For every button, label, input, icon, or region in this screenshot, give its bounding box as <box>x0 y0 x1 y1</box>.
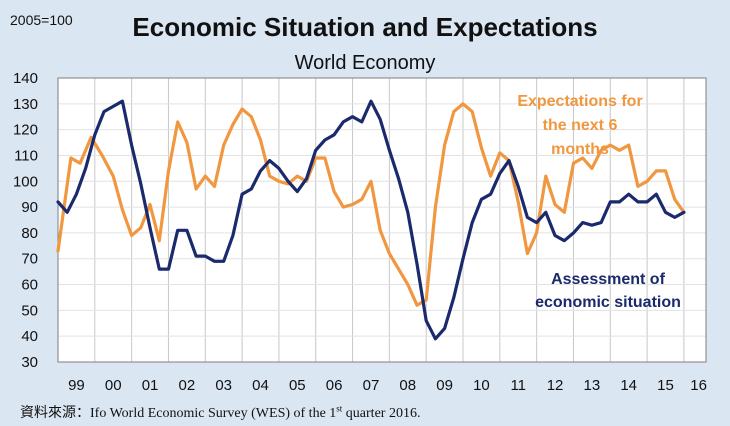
x-tick-label: 01 <box>142 377 159 394</box>
x-tick-label: 12 <box>547 377 564 394</box>
assessment-label-line-1: Assessment of <box>551 271 665 288</box>
base-year-note: 2005=100 <box>10 12 73 28</box>
y-tick-label: 70 <box>21 251 38 268</box>
x-tick-label: 07 <box>363 377 380 394</box>
chart-title: Economic Situation and Expectations <box>132 12 598 42</box>
x-tick-label: 16 <box>690 377 707 394</box>
expectations-label-line-1: Expectations for <box>517 93 643 110</box>
source-note: 資料來源：Ifo World Economic Survey (WES) of … <box>20 402 420 422</box>
x-tick-label: 10 <box>473 377 490 394</box>
x-tick-label: 99 <box>68 377 85 394</box>
expectations-label-line-3: months <box>551 141 609 158</box>
x-tick-label: 13 <box>584 377 601 394</box>
source-prefix: 資料來源： <box>20 406 90 421</box>
source-text: Ifo World Economic Survey (WES) of the 1 <box>90 406 337 421</box>
x-tick-label: 00 <box>105 377 122 394</box>
x-tick-label: 06 <box>326 377 343 394</box>
assessment-series-line <box>56 99 686 341</box>
x-tick-label: 15 <box>657 377 674 394</box>
plot-border <box>57 77 707 363</box>
assessment-series-label: Assessment of economic situation <box>518 268 698 314</box>
y-tick-label: 30 <box>21 354 38 371</box>
y-tick-label: 50 <box>21 302 38 319</box>
y-tick-label: 60 <box>21 277 38 294</box>
source-superscript: st <box>336 403 343 414</box>
x-tick-label: 03 <box>215 377 232 394</box>
assessment-label-line-2: economic situation <box>535 294 681 311</box>
x-tick-label: 11 <box>510 377 526 394</box>
y-tick-label: 90 <box>21 199 38 216</box>
y-tick-label: 120 <box>13 122 38 139</box>
expectations-series-label: Expectations for the next 6 months <box>510 90 650 162</box>
expectations-series-line <box>56 102 686 307</box>
x-tick-label: 14 <box>620 377 637 394</box>
x-tick-label: 02 <box>179 377 196 394</box>
y-tick-label: 140 <box>13 70 38 87</box>
x-tick-label: 05 <box>289 377 306 394</box>
y-tick-label: 40 <box>21 328 38 345</box>
y-tick-label: 130 <box>13 96 38 113</box>
source-suffix: quarter 2016. <box>342 406 421 421</box>
chart-subtitle: World Economy <box>294 52 436 74</box>
expectations-label-line-2: the next 6 <box>542 117 618 134</box>
y-tick-label: 110 <box>14 147 38 164</box>
y-tick-label: 100 <box>13 173 38 190</box>
y-tick-label: 80 <box>21 225 38 242</box>
x-tick-label: 09 <box>436 377 453 394</box>
x-tick-label: 04 <box>252 377 269 394</box>
x-tick-label: 08 <box>399 377 416 394</box>
